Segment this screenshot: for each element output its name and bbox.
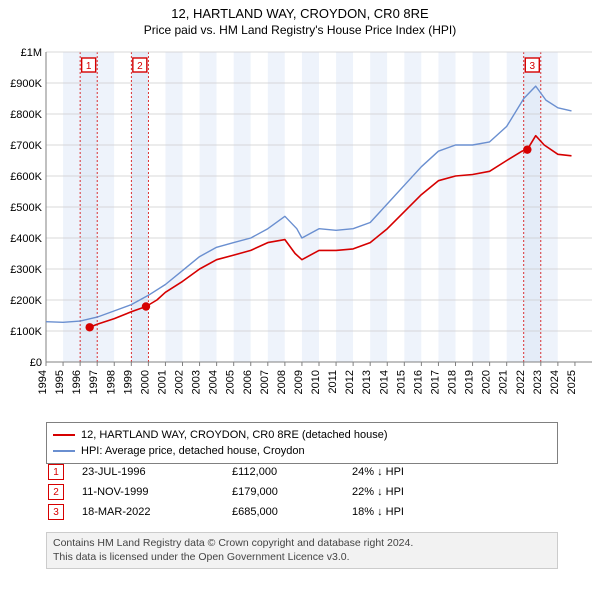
legend-label-subject: 12, HARTLAND WAY, CROYDON, CR0 8RE (deta… xyxy=(81,429,388,441)
sale-price: £685,000 xyxy=(232,506,352,518)
sale-pct: 22% ↓ HPI xyxy=(352,486,472,498)
svg-text:2001: 2001 xyxy=(156,370,168,394)
title-subtitle: Price paid vs. HM Land Registry's House … xyxy=(0,23,600,37)
svg-text:1997: 1997 xyxy=(88,370,100,394)
svg-text:1995: 1995 xyxy=(54,370,66,394)
svg-text:2000: 2000 xyxy=(139,370,151,394)
svg-text:2008: 2008 xyxy=(276,370,288,394)
legend: 12, HARTLAND WAY, CROYDON, CR0 8RE (deta… xyxy=(46,422,558,464)
svg-text:2014: 2014 xyxy=(378,370,390,394)
svg-text:2019: 2019 xyxy=(464,370,476,394)
svg-text:2017: 2017 xyxy=(429,370,441,394)
svg-text:2022: 2022 xyxy=(515,370,527,394)
svg-text:£700K: £700K xyxy=(10,140,42,152)
chart: £0 £100K £200K £300K £400K £500K £600K £700K £80… xyxy=(0,46,600,416)
titles: 12, HARTLAND WAY, CROYDON, CR0 8RE Price… xyxy=(0,0,600,37)
svg-text:2009: 2009 xyxy=(293,370,305,394)
svg-text:1996: 1996 xyxy=(71,370,83,394)
sale-badge: 1 xyxy=(48,464,64,480)
svg-text:2018: 2018 xyxy=(447,370,459,394)
sale-row: 3 18-MAR-2022 £685,000 18% ↓ HPI xyxy=(46,502,554,522)
svg-text:£100K: £100K xyxy=(10,326,42,338)
footer-line2: This data is licensed under the Open Gov… xyxy=(53,551,551,565)
svg-text:1999: 1999 xyxy=(122,370,134,394)
sale-date: 11-NOV-1999 xyxy=(82,486,232,498)
svg-text:2007: 2007 xyxy=(259,370,271,394)
svg-text:2016: 2016 xyxy=(412,370,424,394)
sale-badge: 3 xyxy=(48,504,64,520)
svg-text:2015: 2015 xyxy=(395,370,407,394)
svg-text:2024: 2024 xyxy=(549,370,561,394)
sale-price: £112,000 xyxy=(232,466,352,478)
legend-swatch-subject xyxy=(53,434,75,436)
svg-text:2010: 2010 xyxy=(310,370,322,394)
svg-text:2021: 2021 xyxy=(498,370,510,394)
svg-text:3: 3 xyxy=(530,61,536,72)
svg-text:2025: 2025 xyxy=(566,370,578,394)
footer: Contains HM Land Registry data © Crown c… xyxy=(46,532,558,569)
svg-text:1: 1 xyxy=(86,61,92,72)
svg-text:2012: 2012 xyxy=(344,370,356,394)
svg-text:2006: 2006 xyxy=(242,370,254,394)
chart-svg: £0 £100K £200K £300K £400K £500K £600K £700K £80… xyxy=(0,46,600,416)
sale-pct: 24% ↓ HPI xyxy=(352,466,472,478)
legend-row-subject: 12, HARTLAND WAY, CROYDON, CR0 8RE (deta… xyxy=(53,427,551,443)
svg-text:£0: £0 xyxy=(30,357,42,369)
svg-text:£500K: £500K xyxy=(10,202,42,214)
legend-row-hpi: HPI: Average price, detached house, Croy… xyxy=(53,443,551,459)
svg-text:2005: 2005 xyxy=(225,370,237,394)
svg-text:2023: 2023 xyxy=(532,370,544,394)
sale-row: 2 11-NOV-1999 £179,000 22% ↓ HPI xyxy=(46,482,554,502)
svg-text:2: 2 xyxy=(137,61,143,72)
page-root: 12, HARTLAND WAY, CROYDON, CR0 8RE Price… xyxy=(0,0,600,590)
svg-text:£300K: £300K xyxy=(10,264,42,276)
svg-text:2013: 2013 xyxy=(361,370,373,394)
svg-text:2020: 2020 xyxy=(481,370,493,394)
svg-text:1998: 1998 xyxy=(105,370,117,394)
sale-price: £179,000 xyxy=(232,486,352,498)
sale-badge: 2 xyxy=(48,484,64,500)
svg-text:£200K: £200K xyxy=(10,295,42,307)
svg-text:1994: 1994 xyxy=(37,370,49,394)
svg-text:2002: 2002 xyxy=(174,370,186,394)
svg-text:£800K: £800K xyxy=(10,109,42,121)
legend-label-hpi: HPI: Average price, detached house, Croy… xyxy=(81,445,305,457)
svg-text:2004: 2004 xyxy=(208,370,220,394)
sale-row: 1 23-JUL-1996 £112,000 24% ↓ HPI xyxy=(46,462,554,482)
svg-text:£1M: £1M xyxy=(21,47,42,59)
footer-line1: Contains HM Land Registry data © Crown c… xyxy=(53,537,551,551)
legend-swatch-hpi xyxy=(53,450,75,452)
svg-text:£400K: £400K xyxy=(10,233,42,245)
title-address: 12, HARTLAND WAY, CROYDON, CR0 8RE xyxy=(0,6,600,21)
sale-date: 23-JUL-1996 xyxy=(82,466,232,478)
sale-date: 18-MAR-2022 xyxy=(82,506,232,518)
svg-text:2003: 2003 xyxy=(191,370,203,394)
svg-text:£600K: £600K xyxy=(10,171,42,183)
sale-pct: 18% ↓ HPI xyxy=(352,506,472,518)
svg-text:£900K: £900K xyxy=(10,78,42,90)
sales-list: 1 23-JUL-1996 £112,000 24% ↓ HPI 2 11-NO… xyxy=(46,462,554,522)
svg-text:2011: 2011 xyxy=(327,370,339,394)
